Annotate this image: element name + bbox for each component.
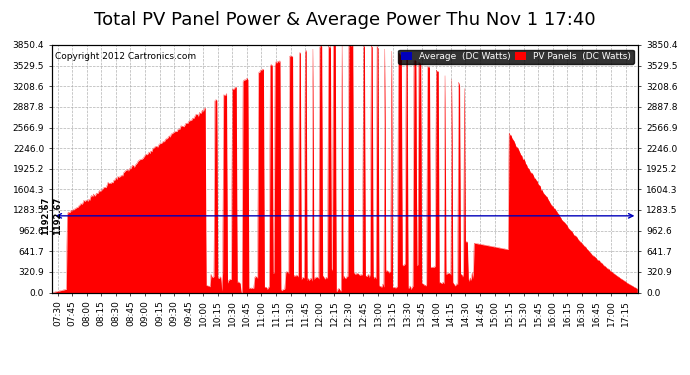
Text: 1192.67: 1192.67 (52, 197, 61, 235)
Legend: Average  (DC Watts), PV Panels  (DC Watts): Average (DC Watts), PV Panels (DC Watts) (398, 50, 633, 64)
Text: Total PV Panel Power & Average Power Thu Nov 1 17:40: Total PV Panel Power & Average Power Thu… (95, 11, 595, 29)
Text: 1192.67: 1192.67 (41, 197, 50, 235)
Text: Copyright 2012 Cartronics.com: Copyright 2012 Cartronics.com (55, 53, 196, 62)
